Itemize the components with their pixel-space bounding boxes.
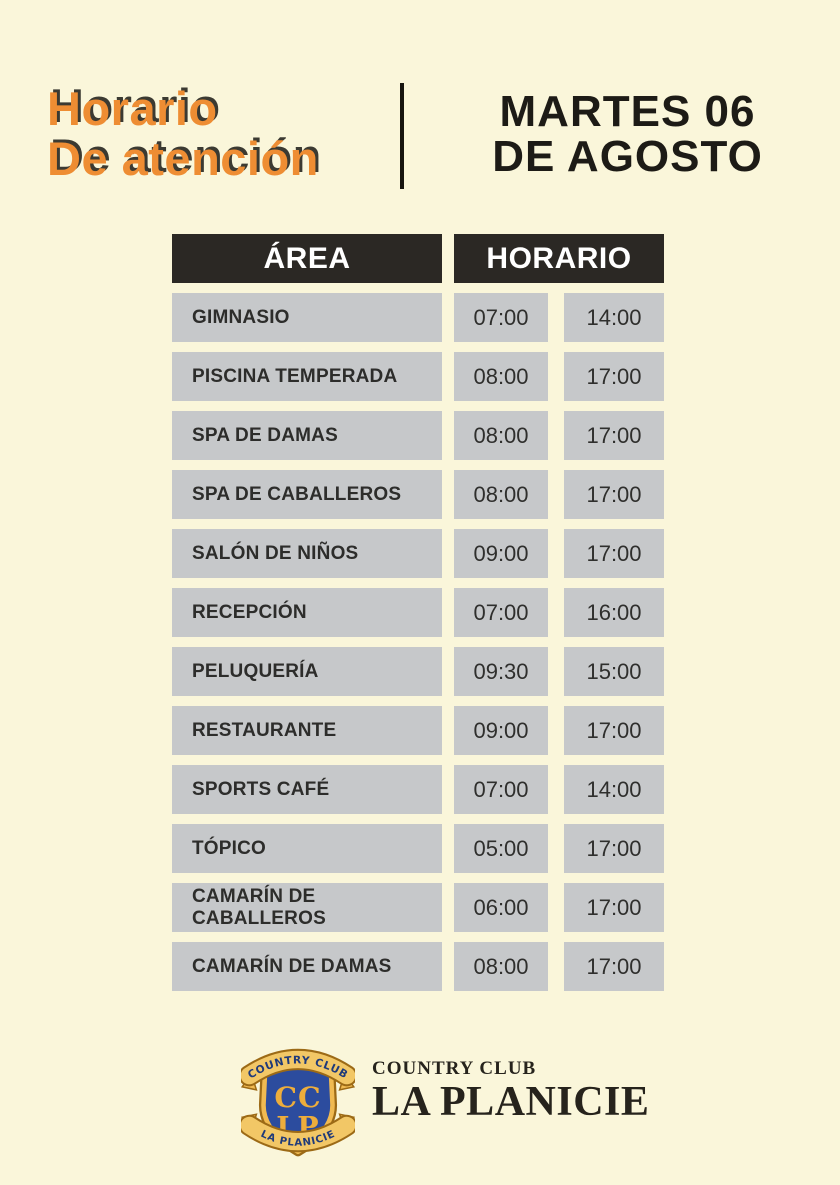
close-time-cell: 14:00 — [564, 293, 664, 342]
schedule-rows: GIMNASIO 07:00 14:00 PISCINA TEMPERADA 0… — [172, 293, 664, 991]
schedule-row: CAMARÍN DE DAMAS 08:00 17:00 — [172, 942, 664, 991]
page-title-line2: De atención — [47, 131, 319, 185]
open-time-cell: 05:00 — [454, 824, 548, 873]
area-cell: RESTAURANTE — [172, 706, 442, 755]
close-time-cell: 17:00 — [564, 706, 664, 755]
close-time-cell: 17:00 — [564, 824, 664, 873]
close-time-cell: 17:00 — [564, 352, 664, 401]
schedule-row: SPORTS CAFÉ 07:00 14:00 — [172, 765, 664, 814]
brand-wordmark-small: COUNTRY CLUB — [372, 1058, 537, 1079]
open-time-cell: 09:00 — [454, 706, 548, 755]
area-cell: SPORTS CAFÉ — [172, 765, 442, 814]
crest-monogram-top: CC — [274, 1080, 321, 1114]
close-time-cell: 17:00 — [564, 411, 664, 460]
schedule-row: CAMARÍN DE CABALLEROS 06:00 17:00 — [172, 883, 664, 932]
schedule-row: RESTAURANTE 09:00 17:00 — [172, 706, 664, 755]
area-cell: SPA DE DAMAS — [172, 411, 442, 460]
open-time-cell: 08:00 — [454, 470, 548, 519]
header-divider — [400, 83, 404, 189]
area-cell: CAMARÍN DE DAMAS — [172, 942, 442, 991]
page-title: Horario De atención — [47, 84, 319, 184]
close-time-cell: 17:00 — [564, 470, 664, 519]
open-time-cell: 07:00 — [454, 293, 548, 342]
open-time-cell: 08:00 — [454, 942, 548, 991]
date-line1: MARTES 06 — [499, 87, 756, 136]
close-time-cell: 17:00 — [564, 883, 664, 932]
open-time-cell: 07:00 — [454, 765, 548, 814]
area-cell: SPA DE CABALLEROS — [172, 470, 442, 519]
schedule-row: PISCINA TEMPERADA 08:00 17:00 — [172, 352, 664, 401]
area-cell: CAMARÍN DE CABALLEROS — [172, 883, 442, 932]
open-time-cell: 06:00 — [454, 883, 548, 932]
table-header-row: ÁREA HORARIO — [172, 234, 664, 283]
schedule-row: SPA DE DAMAS 08:00 17:00 — [172, 411, 664, 460]
schedule-row: TÓPICO 05:00 17:00 — [172, 824, 664, 873]
area-cell: TÓPICO — [172, 824, 442, 873]
area-column-header: ÁREA — [172, 234, 442, 283]
club-crest-logo: CC LP COUNTRY CLUB LA PLANICIE — [241, 1048, 355, 1157]
date-line2: DE AGOSTO — [492, 131, 763, 181]
open-time-cell: 08:00 — [454, 352, 548, 401]
area-cell: GIMNASIO — [172, 293, 442, 342]
area-cell: RECEPCIÓN — [172, 588, 442, 637]
schedule-row: SALÓN DE NIÑOS 09:00 17:00 — [172, 529, 664, 578]
close-time-cell: 15:00 — [564, 647, 664, 696]
brand-wordmark: COUNTRY CLUB LA PLANICIE — [372, 1058, 650, 1125]
close-time-cell: 16:00 — [564, 588, 664, 637]
area-cell: SALÓN DE NIÑOS — [172, 529, 442, 578]
brand-wordmark-large: LA PLANICIE — [372, 1078, 650, 1125]
schedule-row: PELUQUERÍA 09:30 15:00 — [172, 647, 664, 696]
crest-bottom-banner: LA PLANICIE — [241, 1114, 355, 1153]
open-time-cell: 09:30 — [454, 647, 548, 696]
close-time-cell: 17:00 — [564, 529, 664, 578]
schedule-row: GIMNASIO 07:00 14:00 — [172, 293, 664, 342]
schedule-table: ÁREA HORARIO GIMNASIO 07:00 14:00 PISCIN… — [172, 234, 664, 1001]
horario-column-header: HORARIO — [454, 234, 664, 283]
area-cell: PELUQUERÍA — [172, 647, 442, 696]
date-heading: MARTES 06 DE AGOSTO — [435, 87, 820, 181]
area-cell: PISCINA TEMPERADA — [172, 352, 442, 401]
close-time-cell: 17:00 — [564, 942, 664, 991]
schedule-row: SPA DE CABALLEROS 08:00 17:00 — [172, 470, 664, 519]
open-time-cell: 08:00 — [454, 411, 548, 460]
close-time-cell: 14:00 — [564, 765, 664, 814]
schedule-row: RECEPCIÓN 07:00 16:00 — [172, 588, 664, 637]
open-time-cell: 09:00 — [454, 529, 548, 578]
open-time-cell: 07:00 — [454, 588, 548, 637]
page-title-line1: Horario — [47, 82, 218, 135]
